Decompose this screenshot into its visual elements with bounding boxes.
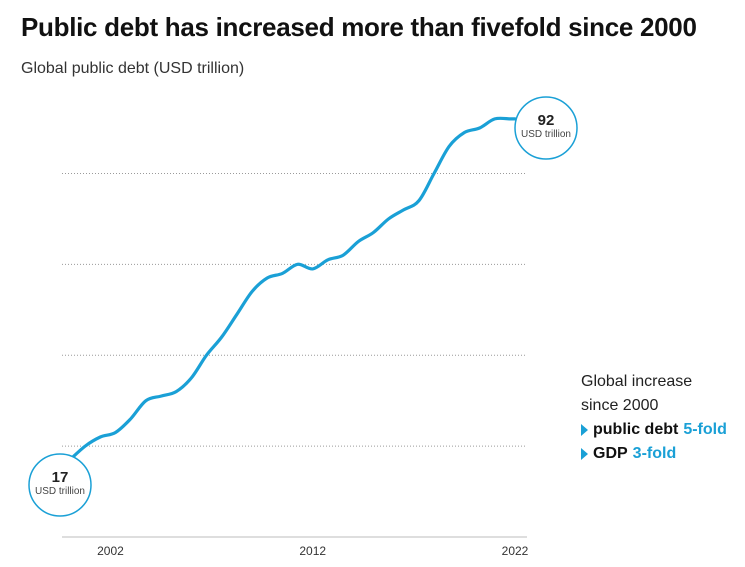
triangle-bullet-icon [581,424,588,436]
chart-subtitle: Global public debt (USD trillion) [21,60,245,77]
annotation-item-value: 5-fold [683,421,727,438]
grid-layer [62,172,527,447]
annotation-item-value: 3-fold [632,445,677,462]
triangle-bullet-icon [581,448,588,460]
end-value-callout: 92 USD trillion [514,96,578,160]
annotation-heading-line2: since 2000 [581,397,659,414]
end-callout-circle [514,96,578,160]
increase-annotation: Global increase since 2000 public debt 5… [581,370,745,466]
annotation-item-label: public debt [593,421,679,438]
x-axis-ticks: 2002 2012 2022 [97,544,529,558]
end-callout-unit: USD trillion [521,129,571,140]
annotation-item-public-debt: public debt 5-fold [581,418,745,442]
end-callout-value: 92 [538,112,555,129]
start-value-callout: 17 USD trillion [28,453,92,517]
annotation-item-gdp: GDP 3-fold [581,442,745,466]
x-tick-label: 2012 [299,544,326,558]
start-callout-circle [28,453,92,517]
chart-title: Public debt has increased more than five… [21,12,697,42]
series-line-public-debt [68,116,517,462]
x-tick-label: 2002 [97,544,124,558]
start-callout-unit: USD trillion [35,486,85,497]
annotation-heading-line1: Global increase [581,373,693,390]
annotation-item-label: GDP [593,445,628,462]
start-callout-value: 17 [52,469,69,486]
x-tick-label: 2022 [502,544,529,558]
